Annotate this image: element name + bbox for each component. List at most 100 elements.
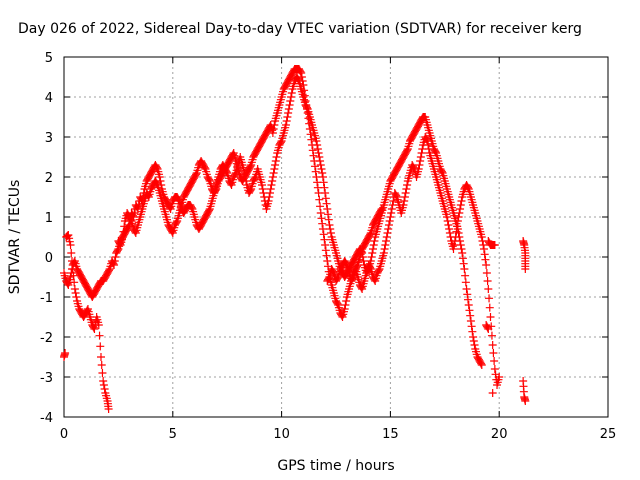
data-point-trace-c <box>469 333 478 341</box>
chart-title: Day 026 of 2022, Sidereal Day-to-day VTE… <box>18 21 582 37</box>
y-tick-labels: -4 -3 -2 -1 0 1 2 3 4 5 <box>40 51 53 426</box>
data-point-trace-c <box>318 173 327 181</box>
data-point-trace-b <box>308 146 317 155</box>
data-point-trace-b <box>337 311 346 320</box>
data-point-trace-b <box>66 273 75 281</box>
data-point-trace-b <box>152 163 161 172</box>
data-point-trace-d <box>415 161 424 169</box>
data-point-trace-c <box>284 105 293 113</box>
data-point-trace-d <box>482 269 491 277</box>
data-point-trace-c <box>467 322 476 331</box>
data-point-trace-b <box>316 209 325 217</box>
data-point-trace-d <box>424 141 433 149</box>
data-point-trace-b <box>270 121 279 129</box>
data-point-trace-c <box>458 249 467 257</box>
data-point-trace-c <box>459 259 468 268</box>
data-point-trace-c <box>120 222 129 231</box>
data-point-trace-c <box>269 169 278 177</box>
data-point-trace-c <box>264 197 273 205</box>
x-axis-label: GPS time / hours <box>277 458 394 474</box>
data-point-trace-c <box>314 149 323 157</box>
data-point-trace-c <box>268 177 277 185</box>
data-point-trace-c <box>272 153 281 161</box>
data-point-trace-d <box>487 331 496 340</box>
data-point-trace-b <box>311 167 320 176</box>
data-point-trace-c <box>285 101 294 109</box>
data-point-trace-a <box>83 306 92 315</box>
data-point-trace-d <box>490 365 499 373</box>
data-point-trace-c <box>115 239 124 248</box>
x-tick-label: 10 <box>273 427 290 442</box>
data-point-trace-d <box>416 157 425 165</box>
data-point-trace-a <box>98 369 107 377</box>
data-point-trace-b <box>70 258 79 267</box>
data-point-trace-a <box>97 361 106 369</box>
data-point-trace-b <box>104 266 113 275</box>
data-point-trace-d <box>449 245 458 253</box>
data-point-trace-c <box>321 189 330 197</box>
data-point-trace-c <box>324 215 333 224</box>
data-point-trace-c <box>287 89 296 97</box>
data-point-trace-d <box>482 322 491 331</box>
data-point-trace-b <box>319 230 328 239</box>
data-point-trace-d <box>464 183 473 192</box>
data-point-trace-d <box>521 397 530 405</box>
data-point-trace-d <box>424 145 433 153</box>
data-point-trace-c <box>268 173 277 181</box>
data-point-trace-d <box>401 189 410 197</box>
data-point-trace-c <box>367 253 376 261</box>
data-point-trace-c <box>287 93 296 101</box>
data-point-trace-c <box>465 306 474 315</box>
data-point-trace-c <box>315 153 324 161</box>
data-point-trace-b <box>341 301 350 309</box>
y-tick-label: -2 <box>40 331 53 346</box>
data-point-trace-c <box>205 175 214 184</box>
x-tick-label: 20 <box>491 427 508 442</box>
data-point-trace-c <box>284 109 293 117</box>
data-point-trace-a <box>65 234 74 243</box>
data-point-trace-d <box>442 213 451 221</box>
data-point-trace-d <box>495 373 504 381</box>
data-point-trace-c <box>313 145 322 153</box>
data-point-trace-c <box>294 75 303 84</box>
data-point-trace-d <box>477 233 486 241</box>
data-point-trace-c <box>222 167 231 176</box>
data-point-trace-a <box>66 241 75 249</box>
data-point-trace-d <box>444 221 453 229</box>
data-point-trace-b <box>315 195 324 204</box>
data-point-trace-d <box>443 217 452 225</box>
data-point-trace-c <box>209 187 218 196</box>
data-point-trace-a <box>99 377 108 385</box>
data-point-trace-d <box>416 153 425 161</box>
data-point-trace-b <box>269 125 278 133</box>
data-point-trace-d <box>386 213 395 221</box>
data-point-trace-b <box>342 297 351 305</box>
data-point-trace-c <box>152 179 161 188</box>
data-point-trace-b <box>63 279 72 288</box>
data-point-trace-d <box>384 225 393 233</box>
data-point-trace-b <box>316 202 325 211</box>
data-point-trace-b <box>165 203 174 212</box>
data-point-trace-c <box>118 233 127 241</box>
data-point-trace-d <box>374 266 383 275</box>
data-point-trace-d <box>452 227 461 236</box>
data-point-trace-b <box>268 129 277 137</box>
data-point-trace-d <box>486 313 495 321</box>
data-point-trace-d <box>422 135 431 144</box>
data-point-trace-b <box>318 225 327 233</box>
data-point-trace-c <box>319 178 328 187</box>
x-tick-label: 5 <box>169 427 177 442</box>
data-point-trace-a <box>104 405 113 413</box>
data-point-trace-b <box>322 251 331 260</box>
y-tick-label: -3 <box>40 371 53 386</box>
data-point-trace-d <box>381 241 390 249</box>
data-point-trace-d <box>380 245 389 253</box>
data-point-trace-c <box>172 218 181 227</box>
data-point-trace-b <box>67 269 76 277</box>
y-tick-label: -1 <box>40 291 53 306</box>
data-point-trace-d <box>384 221 393 229</box>
data-point-trace-d <box>450 237 459 245</box>
data-point-trace-b <box>310 162 319 171</box>
data-point-trace-a <box>72 293 81 301</box>
